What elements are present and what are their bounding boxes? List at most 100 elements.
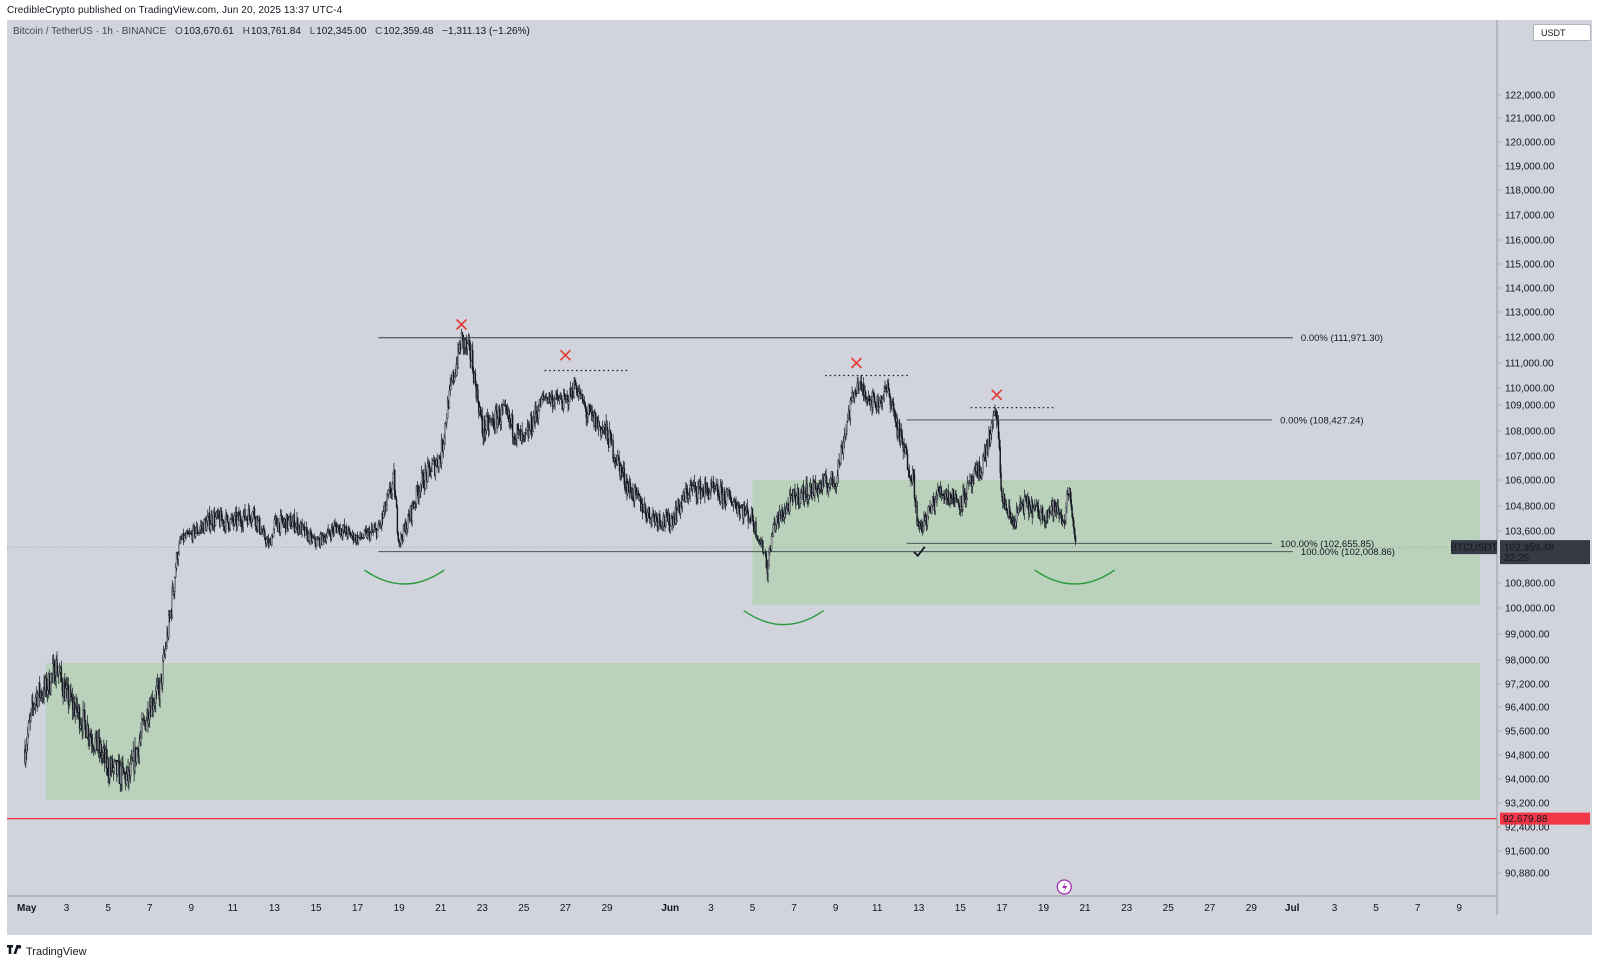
candle-body [123,767,125,774]
candle-body [916,501,918,525]
candle-body [1005,504,1007,509]
candle-body [414,503,416,508]
candle-body [220,510,223,522]
currency-button[interactable]: USDT [1533,24,1591,41]
candle-body [259,517,261,534]
tradingview-logo-icon[interactable] [7,945,23,958]
candle [434,459,437,481]
candle [1040,504,1042,526]
candle [291,522,293,530]
candle-body [290,516,292,529]
candle-body [947,490,949,502]
ohlc-open: O103,670.61 [174,26,234,37]
candle [449,377,451,397]
candle [659,510,661,527]
candle [495,402,497,415]
lightning-event-icon[interactable] [1056,879,1072,895]
time-tick-label: 5 [105,903,111,914]
support-price-tag[interactable]: 92,679.88 [1500,812,1590,826]
candle [997,415,1000,440]
candle [1012,515,1014,530]
candle-body [589,406,592,413]
candle [143,715,146,727]
candle-body [950,494,952,499]
candle [1034,499,1036,513]
candle-body [810,483,813,498]
symbol-name[interactable]: Bitcoin / TetherUS · 1h · BINANCE [13,26,167,37]
candle [420,482,422,498]
support-arc-3[interactable] [1034,569,1116,585]
demand-zone-2[interactable] [45,663,1480,800]
candle-body [584,403,587,409]
candle-body [229,519,231,530]
candle [1032,503,1034,519]
candle-body [1015,521,1017,527]
candle [663,513,665,528]
candle-body [789,494,791,512]
candle-body [772,524,774,535]
candle-body [722,494,724,504]
candle [973,466,975,484]
footer-brand[interactable]: TradingView [26,945,87,958]
candle-body [720,485,723,488]
candle-body [37,693,39,707]
candle [440,433,443,470]
ohlc-high: H103,761.84 [242,26,301,37]
symbol-legend[interactable]: Bitcoin / TetherUS · 1h · BINANCE O103,6… [13,26,530,37]
candle [249,514,251,524]
candle [100,739,102,764]
candle-body [755,521,757,537]
candle-body [599,426,601,428]
candle-body [853,390,856,399]
price-tick-label: 103,600.00 [1505,527,1555,538]
candle [162,645,165,663]
candle [227,521,230,533]
candle [843,427,846,449]
candle-body [449,385,451,391]
candle [571,382,574,402]
candle-body [257,520,259,530]
candle [692,482,694,497]
demand-zone-1[interactable] [752,480,1481,605]
candle [444,422,446,445]
candle [772,523,774,538]
candle [314,536,316,548]
candle-body [1071,506,1073,517]
support-arc-1[interactable] [363,569,445,585]
candle-body [395,499,398,508]
candle-body [815,482,817,489]
candle [1024,494,1027,501]
candle-body [577,391,580,396]
candle [497,415,499,429]
candle-body [1025,496,1027,498]
time-tick-label: 25 [518,903,530,914]
candle-body [842,441,845,454]
candle [197,531,199,535]
candle-body [632,488,634,500]
candle-body [30,708,32,718]
candle [499,417,502,432]
candle-body [873,392,875,397]
candle [32,692,34,716]
candle [407,509,410,517]
candle [585,405,587,426]
candle [826,476,828,496]
candle [185,530,187,541]
candle [147,701,149,733]
candle [651,512,653,527]
candle-body [469,342,471,360]
candle [431,457,433,472]
candle [599,425,601,432]
candle-body [814,482,816,496]
candle [297,516,299,536]
candle-body [689,485,691,497]
candle [1072,513,1074,527]
candle [281,515,283,525]
candle [746,499,749,514]
candle [932,492,935,506]
candle-body [1050,506,1052,512]
support-arc-2[interactable] [743,610,825,626]
candle-body [329,533,331,536]
